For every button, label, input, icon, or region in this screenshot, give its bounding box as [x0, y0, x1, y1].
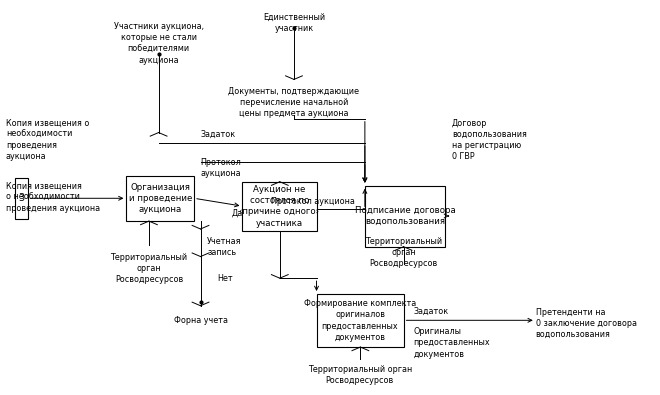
Text: Протокол: Протокол — [201, 158, 242, 167]
Text: Документы, подтверждающие
перечисление начальной
цены предмета аукциона: Документы, подтверждающие перечисление н… — [228, 87, 360, 118]
Text: Оригиналы
предоставленных
документов: Оригиналы предоставленных документов — [413, 327, 490, 359]
Text: Территориальный
орган
Росводресурсов: Территориальный орган Росводресурсов — [110, 253, 187, 284]
Text: Организация
и проведение
аукциона: Организация и проведение аукциона — [129, 183, 192, 214]
Text: Территориальный орган
Росводресурсов: Территориальный орган Росводресурсов — [308, 365, 412, 385]
Text: Договор
водопользования
на регистрацию
0 ГВР: Договор водопользования на регистрацию 0… — [452, 119, 527, 161]
Text: Копия извещения о
необходимости
проведения
аукциона: Копия извещения о необходимости проведен… — [6, 119, 89, 161]
Bar — [242, 182, 317, 231]
Bar — [317, 294, 403, 347]
Text: Копия извещения
о необходимости
проведения аукциона: Копия извещения о необходимости проведен… — [6, 182, 100, 213]
Text: Подписание договора
водопользования: Подписание договора водопользования — [355, 206, 455, 226]
Text: Форна учета: Форна учета — [174, 316, 228, 325]
Text: Территориальный
орган
Росводресурсов: Территориальный орган Росводресурсов — [365, 237, 442, 268]
Text: Да: Да — [231, 209, 242, 218]
Text: Учетная
запись: Учетная запись — [207, 237, 242, 257]
Text: 3: 3 — [18, 194, 24, 203]
Text: аукциона: аукциона — [201, 169, 241, 179]
Text: Задаток: Задаток — [201, 130, 236, 139]
Text: Участники аукциона,
которые не стали
победителями
аукциона: Участники аукциона, которые не стали поб… — [114, 23, 204, 65]
Text: Претенденти на
0 заключение договора
водопользования: Претенденти на 0 заключение договора вод… — [536, 308, 637, 339]
Text: Нет: Нет — [217, 274, 233, 283]
Text: Единственный
участник: Единственный участник — [263, 13, 325, 33]
Text: Протокол аукциона: Протокол аукциона — [271, 197, 355, 206]
Bar — [126, 176, 194, 221]
Text: Аукцион не
состоялся по
‹причине одного›
участника: Аукцион не состоялся по ‹причине одного›… — [240, 185, 319, 228]
Text: Задаток: Задаток — [413, 307, 448, 316]
Bar — [15, 178, 28, 219]
Text: Формирование комплекта
оригиналов
предоставленных
документов: Формирование комплекта оригиналов предос… — [304, 299, 416, 342]
Bar — [365, 186, 446, 247]
